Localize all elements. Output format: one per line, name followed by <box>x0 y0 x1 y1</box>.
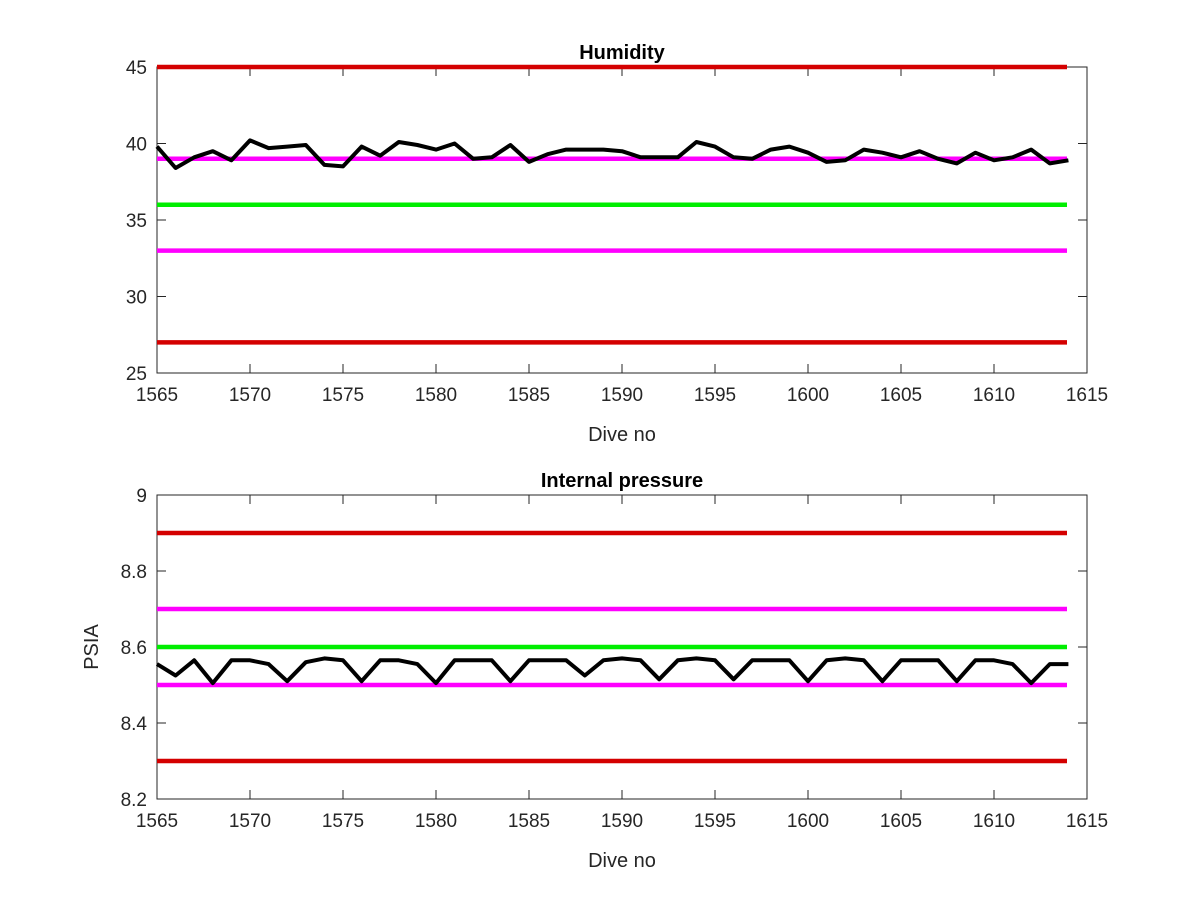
y-tick-label: 25 <box>126 364 147 385</box>
y-tick-label: 8.2 <box>121 790 147 811</box>
x-tick-label: 1585 <box>508 385 550 406</box>
x-tick-label: 1570 <box>229 811 271 832</box>
y-tick-label: 45 <box>126 58 147 79</box>
x-tick-label: 1580 <box>415 385 457 406</box>
chart-1: 1565 1570 1575 1580 1585 1590 1595 1600 1605 1610… <box>126 42 1108 446</box>
x-tick-label: 1605 <box>880 811 922 832</box>
chart-title: Humidity <box>579 42 665 64</box>
x-tick-label: 1600 <box>787 385 829 406</box>
y-axis-label: PSIA <box>81 624 103 670</box>
y-tick-label: 30 <box>126 288 147 309</box>
x-axis-label: Dive no <box>588 850 656 872</box>
x-tick-label: 1615 <box>1066 811 1108 832</box>
y-tick-label: 9 <box>136 486 147 507</box>
plot-area <box>156 66 1088 374</box>
y-tick-label: 8.4 <box>121 714 148 735</box>
x-tick-label: 1575 <box>322 811 364 832</box>
y-tick-label: 40 <box>126 135 147 156</box>
x-tick-label: 1600 <box>787 811 829 832</box>
x-tick-label: 1615 <box>1066 385 1108 406</box>
x-tick-label: 1590 <box>601 811 643 832</box>
x-tick-label: 1585 <box>508 811 550 832</box>
x-tick-label: 1570 <box>229 385 271 406</box>
x-axis-label: Dive no <box>588 424 656 446</box>
y-tick-label: 8.8 <box>121 562 147 583</box>
y-tick-label: 35 <box>126 211 147 232</box>
x-tick-label: 1575 <box>322 385 364 406</box>
series-line <box>155 656 1069 686</box>
x-tick-label: 1610 <box>973 385 1015 406</box>
x-tick-label: 1610 <box>973 811 1015 832</box>
x-tick-label: 1595 <box>694 385 736 406</box>
x-tick-label: 1580 <box>415 811 457 832</box>
x-tick-label: 1605 <box>880 385 922 406</box>
series-line <box>155 138 1069 170</box>
x-tick-label: 1565 <box>136 385 178 406</box>
x-tick-label: 1595 <box>694 811 736 832</box>
x-tick-label: 1565 <box>136 811 178 832</box>
chart-title: Internal pressure <box>541 470 703 492</box>
y-tick-label: 8.6 <box>121 638 147 659</box>
x-tick-label: 1590 <box>601 385 643 406</box>
chart-2: 1565 1570 1575 1580 1585 1590 1595 1600 1605 1610… <box>81 470 1108 872</box>
